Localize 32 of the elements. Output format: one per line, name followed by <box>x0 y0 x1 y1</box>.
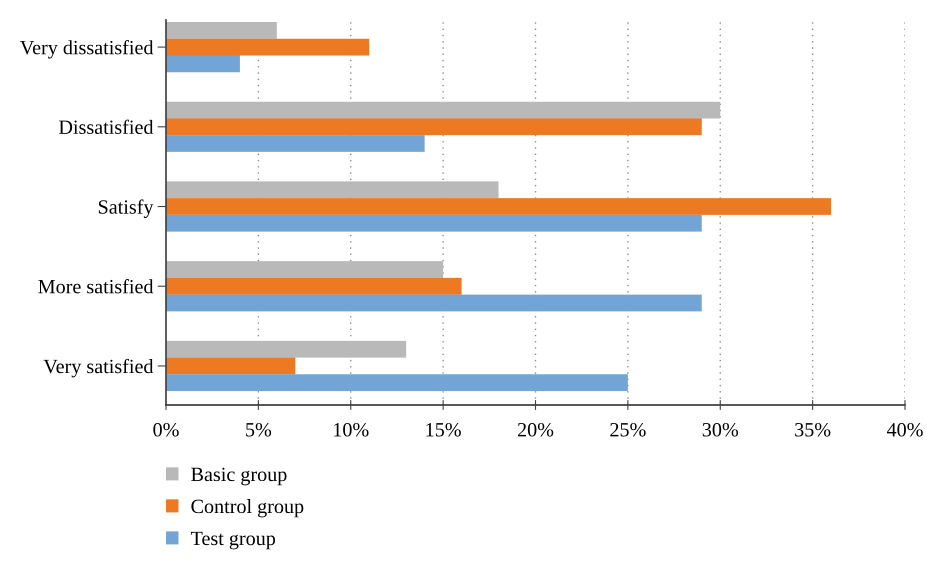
bar <box>166 38 370 56</box>
legend-label: Basic group <box>191 468 287 486</box>
bar <box>166 22 277 39</box>
bar <box>166 55 240 72</box>
bar <box>166 102 720 118</box>
bar <box>166 278 462 295</box>
y-tick-label: More satisfied <box>38 279 154 294</box>
bar <box>166 374 628 392</box>
bar <box>166 214 702 232</box>
x-tick-label: 10% <box>334 422 369 437</box>
bar <box>166 198 832 215</box>
x-tick-label: 5% <box>246 422 272 437</box>
x-tick-label: 30% <box>702 422 738 437</box>
x-tick-label: 20% <box>518 422 554 437</box>
bar <box>166 181 499 198</box>
bar <box>166 340 406 358</box>
y-tick-label: Dissatisfied <box>58 120 154 134</box>
y-tick-label: Satisfy <box>98 199 154 218</box>
x-tick-label: 35% <box>795 422 830 437</box>
bar <box>166 261 444 278</box>
bar <box>166 135 425 152</box>
x-tick-label: 25% <box>610 422 646 437</box>
x-tick-label: 15% <box>426 422 461 437</box>
x-tick-label: 0% <box>153 422 179 437</box>
bar <box>166 118 702 136</box>
bar <box>166 358 296 374</box>
y-tick-label: Very dissatisfied <box>20 40 154 59</box>
legend-label: Test group <box>190 532 276 550</box>
bar <box>166 294 702 312</box>
legend-label: Control group <box>191 499 304 518</box>
y-tick-label: Very satisfied <box>44 358 154 378</box>
x-tick-label: 40% <box>886 422 923 437</box>
